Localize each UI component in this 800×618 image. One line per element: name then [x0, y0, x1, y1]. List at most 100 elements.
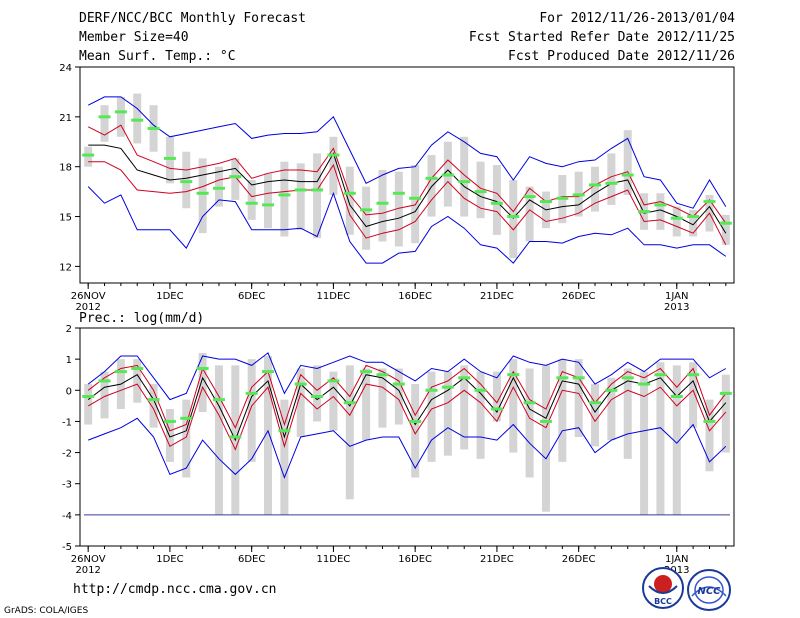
prec-spread-bar [509, 359, 518, 453]
temp-xtick-label: 1JAN [665, 291, 688, 302]
prec-xtick-year-label: 2013 [664, 565, 689, 576]
prec-spread-bar [640, 371, 649, 515]
prec-spread-bar [689, 362, 698, 428]
temp-spread-bar [165, 136, 174, 184]
temp-spread-bar [116, 96, 125, 137]
temp-spread-bar [133, 93, 142, 144]
temp-ytick-label: 24 [59, 63, 72, 74]
temp-xtick-year-label: 2012 [75, 302, 100, 313]
temp-spread-bar [394, 171, 403, 247]
temp-xtick-label: 6DEC [238, 291, 265, 302]
prec-spread-bar [329, 371, 338, 431]
prec-ytick-label: 2 [66, 324, 72, 335]
prec-spread-bar [672, 365, 681, 515]
temp-spread-bar [672, 206, 681, 237]
prec-spread-bar [492, 371, 501, 422]
bcc-logo: BCC [641, 566, 685, 610]
temp-upper-line [87, 124, 727, 224]
prec-spread-bar [313, 365, 322, 422]
prec-spread-bar [591, 384, 600, 447]
prec-xtick-year-label: 2012 [75, 565, 100, 576]
prec-ytick-label: -3 [62, 480, 72, 491]
prec-ytick-label: 1 [66, 355, 72, 366]
temp-median-line [88, 144, 727, 234]
source-url[interactable]: http://cmdp.ncc.cma.gov.cn [73, 582, 277, 597]
prec-spread-bar [133, 359, 142, 403]
prec-frame [79, 327, 735, 547]
prec-spread-bar [443, 371, 452, 456]
prec-spread-bar [656, 362, 665, 515]
temp-spread-bar [362, 186, 371, 250]
prec-ytick-label: -2 [62, 449, 72, 460]
prec-spread-bar [574, 359, 583, 437]
temp-spread-bar [460, 136, 469, 217]
prec-spread-bar [100, 371, 109, 419]
temp-spread-bar [476, 161, 485, 219]
temp-xtick-label: 11DEC [317, 291, 351, 302]
temp-spread-bar [296, 163, 305, 230]
temp-min-line [87, 186, 727, 264]
temp-max-line [87, 96, 727, 209]
temp-xtick-label: 21DEC [480, 291, 514, 302]
prec-spread-bar [541, 365, 550, 512]
prec-spread-bar [476, 371, 485, 459]
temperature-variable-label: Mean Surf. Temp.: °C [79, 49, 236, 64]
prec-ytick-label: -5 [62, 542, 72, 553]
prec-spread-bar [84, 384, 93, 425]
precipitation-variable-label: Prec.: log(mm/d) [79, 311, 205, 326]
prec-spread-bar [280, 399, 289, 515]
temp-spread-bar [492, 165, 501, 235]
temp-xtick-label: 16DEC [398, 291, 432, 302]
temp-ytick-label: 12 [59, 262, 72, 273]
prec-spread-bar [558, 359, 567, 462]
prec-spread-bar [264, 356, 273, 515]
temp-spread-bar [525, 186, 534, 242]
temp-frame [79, 66, 735, 284]
temp-spread-bar [591, 166, 600, 212]
temp-spread-bar [656, 193, 665, 230]
prec-xtick-label: 1JAN [665, 554, 688, 565]
temp-spread-bar [689, 209, 698, 237]
bcc-emblem-icon: BCC [642, 567, 684, 609]
prec-ytick-label: 0 [66, 386, 72, 397]
temp-spread-bar [247, 179, 256, 220]
prec-spread-bar [525, 368, 534, 478]
prec-spread-bar [623, 368, 632, 459]
temp-xtick-label: 26NOV [71, 291, 106, 302]
prec-spread-bar [362, 368, 371, 441]
temp-spread-bar [313, 153, 322, 239]
prec-xtick-label: 16DEC [398, 554, 432, 565]
prec-spread-bar [247, 359, 256, 462]
prec-xtick-label: 26DEC [562, 554, 596, 565]
prec-spread-bar [378, 368, 387, 428]
temp-spread-bar [264, 173, 273, 229]
prec-lower-line [87, 383, 727, 451]
prec-spread-bar [721, 374, 730, 453]
ncc-logo: NCC [686, 568, 732, 612]
temp-spread-bar [509, 179, 518, 259]
prec-median-line [87, 374, 727, 442]
temp-lower-line [88, 161, 727, 246]
temp-ytick-label: 21 [59, 113, 72, 124]
chart-title: DERF/NCC/BCC Monthly Forecast [79, 11, 306, 26]
prec-xtick-label: 21DEC [480, 554, 514, 565]
prec-upper-line [87, 364, 727, 432]
prec-spread-bar [198, 352, 207, 413]
member-size-label: Member Size=40 [79, 30, 189, 45]
temp-ytick-label: 18 [59, 163, 72, 174]
prec-xtick-label: 26NOV [71, 554, 106, 565]
temp-spread-bar [607, 153, 616, 205]
temp-xtick-label: 1DEC [156, 291, 183, 302]
forecast-started-label: Fcst Started Refer Date 2012/11/25 [468, 30, 735, 45]
prec-spread-bar [427, 371, 436, 462]
prec-spread-bar [460, 365, 469, 450]
forecast-period-label: For 2012/11/26-2013/01/04 [539, 11, 735, 26]
prec-ytick-label: -1 [62, 417, 72, 428]
temp-spread-bar [427, 155, 436, 217]
temp-ytick-label: 15 [59, 213, 72, 224]
temp-xtick-year-label: 2013 [664, 302, 689, 313]
prec-xtick-label: 6DEC [238, 554, 265, 565]
prec-spread-bar [214, 365, 223, 515]
prec-ytick-label: -4 [62, 511, 72, 522]
prec-spread-bar [394, 368, 403, 425]
